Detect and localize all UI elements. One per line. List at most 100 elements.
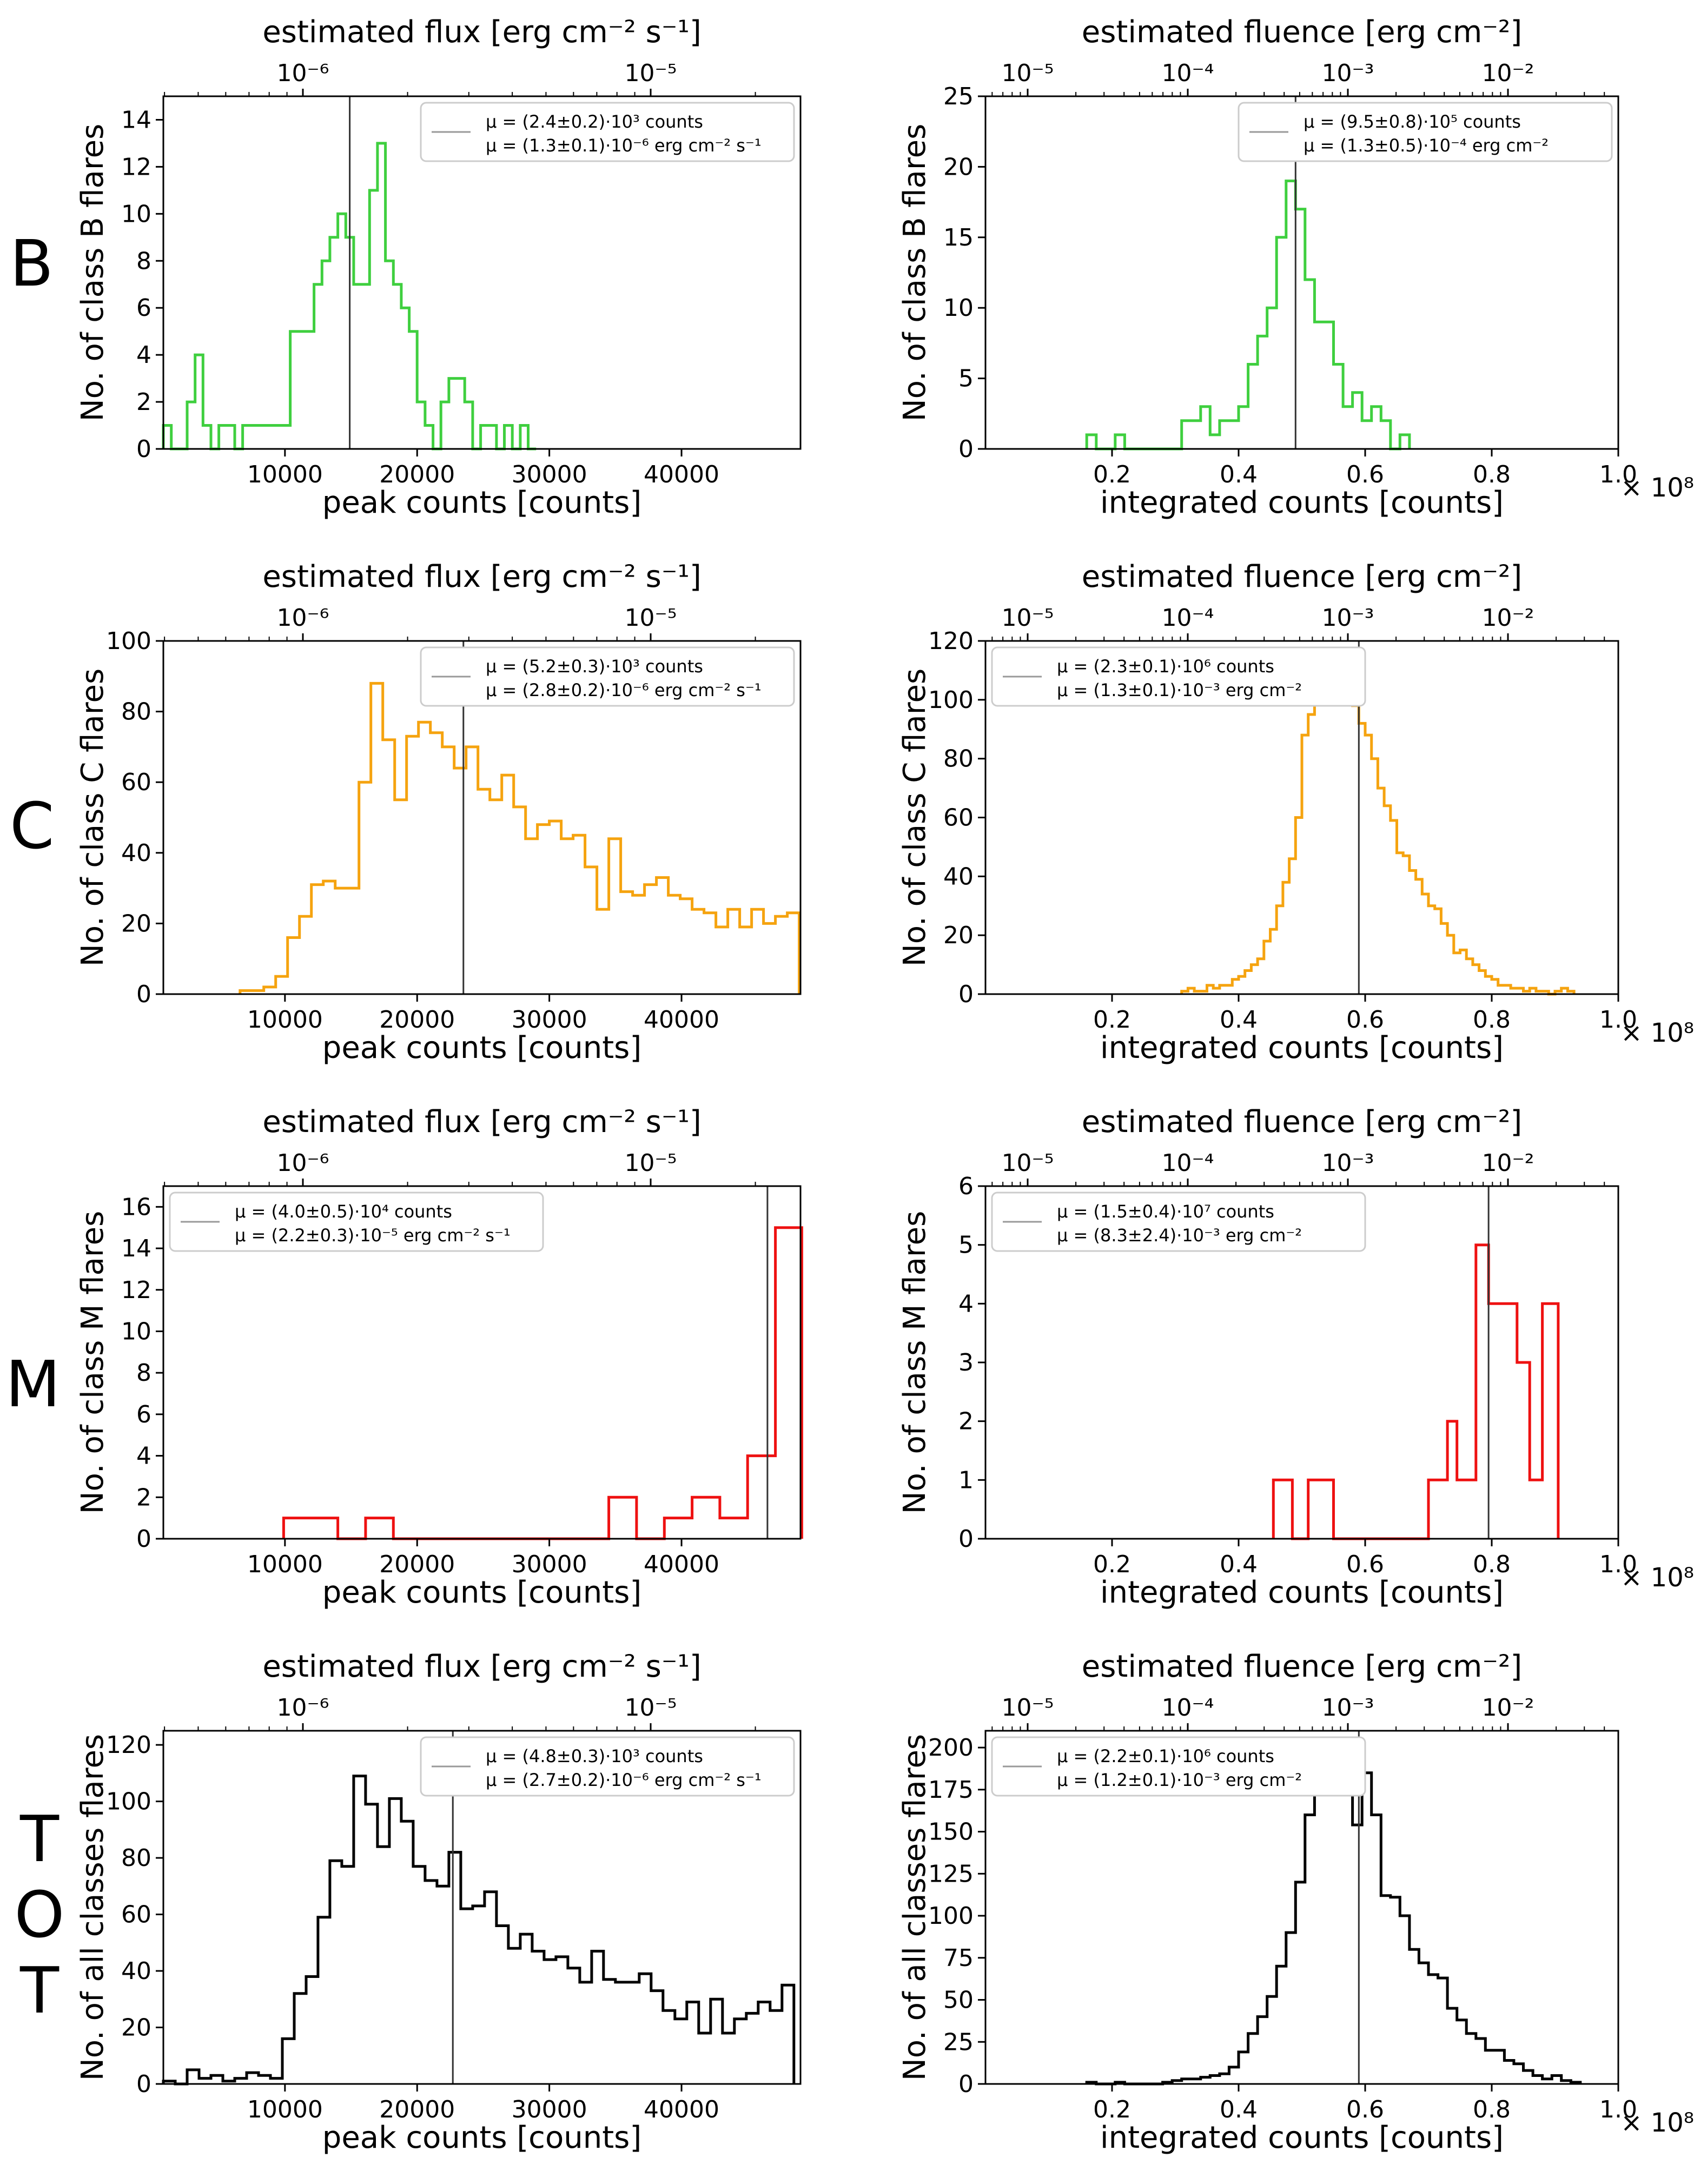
x-tick-label: 30000 [512, 1551, 587, 1578]
x-tick-label: 40000 [644, 461, 719, 488]
x-tick-label: 40000 [644, 2096, 719, 2123]
x-multiplier-label: × 10⁸ [1620, 2108, 1694, 2138]
x-axis-label: peak counts [counts] [322, 485, 641, 520]
histogram-series-B-integrated [1085, 180, 1411, 451]
x-tick-label: 40000 [644, 1551, 719, 1578]
legend-entry: μ = (2.2±0.3)·10⁻⁵ erg cm⁻² s⁻¹ [235, 1225, 511, 1246]
x-tick-label: 1.0 [1599, 1006, 1637, 1034]
y-tick-label: 8 [136, 247, 151, 275]
axes-frame-TOT-peak [162, 1730, 802, 2085]
y-tick-label: 100 [928, 1902, 974, 1930]
y-tick-label: 120 [928, 627, 974, 655]
row-label-TOT: TOT [10, 1801, 69, 2028]
top-tick-label: 10⁻⁵ [625, 604, 677, 632]
top-tick-label: 10⁻⁶ [277, 59, 329, 87]
chart-M-integrated: 0.2 0.4 0.6 0.8 1.0 0 1 2 3 4 5 6 10⁻⁵ 10⁻⁴ 10⁻³ 10⁻² in… [897, 1104, 1694, 1610]
y-tick-label: 20 [943, 922, 974, 949]
y-tick-label: 14 [121, 106, 151, 134]
legend-entry: μ = (4.0±0.5)·10⁴ counts [235, 1201, 452, 1222]
axes-frame-C-peak [162, 640, 802, 995]
top-axis-label: estimated fluence [erg cm⁻²] [1082, 1104, 1522, 1140]
row-label-TOT-text: TOT [14, 1802, 65, 2028]
y-tick-label: 0 [958, 435, 974, 463]
axes-frame-M-peak [162, 1185, 802, 1540]
x-tick-label: 0.8 [1473, 461, 1511, 488]
x-tick-label: 10000 [247, 1006, 323, 1034]
top-axis-label: estimated fluence [erg cm⁻²] [1082, 1649, 1522, 1684]
x-tick-label: 1.0 [1599, 461, 1637, 488]
y-tick-label: 5 [958, 365, 974, 393]
x-axis-label: integrated counts [counts] [1100, 485, 1504, 520]
top-tick-label: 10⁻² [1482, 1149, 1534, 1177]
y-axis-label: No. of class C flares [897, 669, 932, 967]
y-tick-label: 5 [958, 1232, 974, 1259]
x-tick-label: 0.8 [1473, 2096, 1511, 2123]
row-label-M: M [5, 1347, 61, 1421]
y-tick-label: 80 [121, 698, 151, 726]
x-tick-label: 0.4 [1220, 461, 1258, 488]
y-tick-label: 25 [943, 83, 974, 110]
legend-box [169, 1192, 544, 1252]
x-axis-label: peak counts [counts] [322, 1030, 641, 1065]
y-axis-label: No. of all classes flares [897, 1734, 932, 2081]
top-tick-label: 10⁻³ [1322, 59, 1374, 87]
y-tick-label: 6 [958, 1173, 974, 1200]
x-tick-label: 20000 [379, 1551, 455, 1578]
axes-frame-TOT-integrated [984, 1730, 1619, 2085]
y-tick-label: 20 [121, 910, 151, 937]
top-tick-label: 10⁻² [1482, 1694, 1534, 1722]
top-tick-label: 10⁻⁵ [625, 59, 677, 87]
x-tick-label: 10000 [247, 461, 323, 488]
x-tick-label: 20000 [379, 461, 455, 488]
x-tick-label: 0.6 [1346, 1551, 1384, 1578]
legend-box [420, 646, 795, 707]
legend-M-integrated: μ = (1.5±0.4)·10⁷ counts μ = (8.3±2.4)·10… [991, 1192, 1366, 1252]
histogram-series-TOT-integrated [1085, 1771, 1582, 2086]
histogram-series-C-integrated [1180, 666, 1576, 996]
x-tick-label: 1.0 [1599, 2096, 1637, 2123]
y-tick-label: 150 [928, 1818, 974, 1846]
legend-entry: μ = (2.7±0.2)·10⁻⁶ erg cm⁻² s⁻¹ [486, 1770, 762, 1790]
top-tick-label: 10⁻⁵ [1002, 1694, 1054, 1722]
top-tick-label: 10⁻⁵ [1002, 1149, 1054, 1177]
legend-entry: μ = (4.8±0.3)·10³ counts [486, 1746, 703, 1766]
legend-box [991, 646, 1366, 707]
legend-C-peak: μ = (5.2±0.3)·10³ counts μ = (2.8±0.2)·10… [420, 646, 795, 707]
y-tick-label: 20 [121, 2014, 151, 2042]
legend-box [420, 102, 795, 162]
legend-entry: μ = (2.8±0.2)·10⁻⁶ erg cm⁻² s⁻¹ [486, 680, 762, 700]
y-tick-label: 100 [106, 627, 151, 655]
legend-entry: μ = (1.3±0.1)·10⁻³ erg cm⁻² [1057, 680, 1302, 700]
y-tick-label: 12 [121, 153, 151, 181]
x-multiplier-label: × 10⁸ [1620, 1563, 1694, 1593]
y-tick-label: 4 [136, 1442, 151, 1470]
x-tick-label: 20000 [379, 1006, 455, 1034]
chart-M-peak: 10000 20000 30000 40000 0 2 4 6 8 10 12 14 16 10⁻⁶ 10⁻… [75, 1104, 803, 1610]
x-tick-label: 30000 [512, 1006, 587, 1034]
legend-TOT-peak: μ = (4.8±0.3)·10³ counts μ = (2.7±0.2)·10… [420, 1736, 795, 1797]
y-tick-label: 15 [943, 224, 974, 252]
y-tick-label: 0 [136, 435, 151, 463]
top-tick-label: 10⁻³ [1322, 1694, 1374, 1722]
y-axis-label: No. of class B flares [897, 124, 932, 422]
y-tick-label: 60 [121, 769, 151, 796]
x-tick-label: 0.8 [1473, 1551, 1511, 1578]
y-tick-label: 10 [943, 294, 974, 322]
y-axis-label: No. of class M flares [897, 1211, 932, 1514]
y-tick-label: 3 [958, 1349, 974, 1376]
y-tick-label: 10 [121, 1318, 151, 1345]
histogram-series-M-peak [282, 1226, 803, 1540]
top-tick-label: 10⁻⁵ [625, 1694, 677, 1722]
top-tick-label: 10⁻³ [1322, 604, 1374, 632]
legend-box [991, 1736, 1366, 1797]
y-tick-label: 125 [928, 1860, 974, 1888]
top-tick-label: 10⁻⁴ [1162, 1149, 1214, 1177]
y-tick-label: 14 [121, 1235, 151, 1262]
y-tick-label: 4 [958, 1290, 974, 1318]
top-axis-label: estimated fluence [erg cm⁻²] [1082, 559, 1522, 594]
top-tick-label: 10⁻⁵ [625, 1149, 677, 1177]
top-axis-label: estimated flux [erg cm⁻² s⁻¹] [262, 559, 701, 594]
top-tick-label: 10⁻⁶ [277, 1694, 329, 1722]
y-tick-label: 50 [943, 1987, 974, 2014]
legend-box [991, 1192, 1366, 1252]
